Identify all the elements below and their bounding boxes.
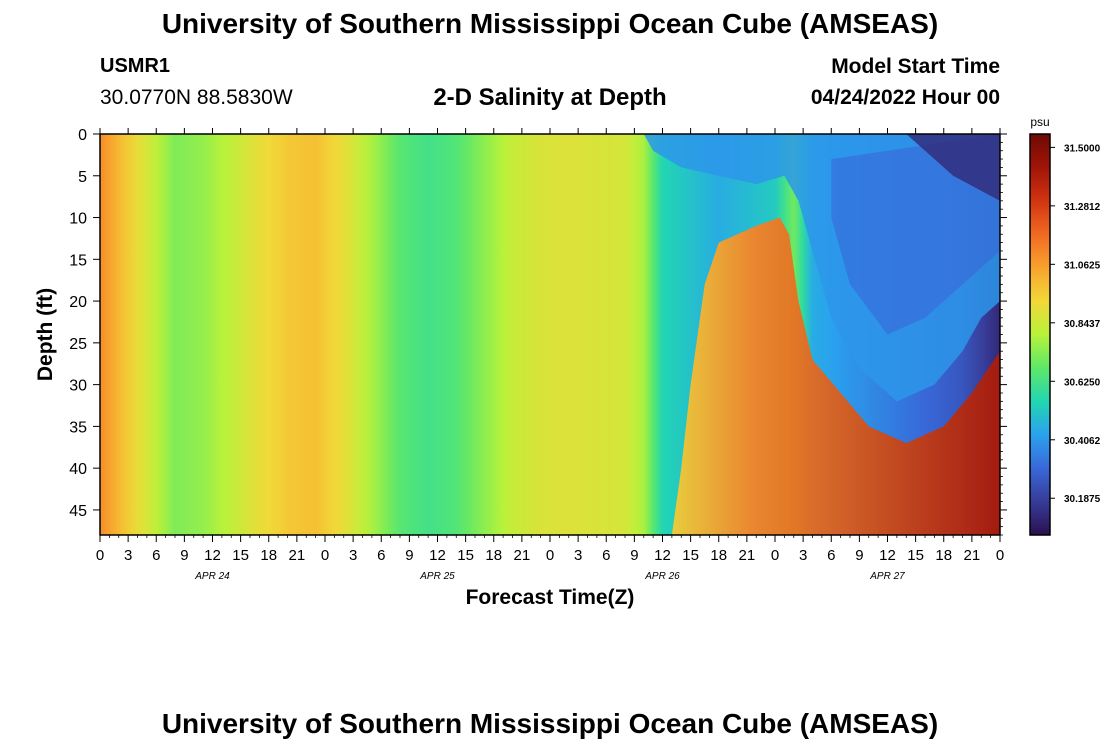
y-tick-label: 15 [69,252,87,269]
y-tick-label: 20 [69,294,87,311]
colorbar-tick-label: 30.1875 [1064,494,1100,505]
day-label: APR 27 [869,571,905,582]
chart-title: University of Southern Mississippi Ocean… [161,8,939,39]
x-tick-label: 6 [152,547,160,564]
colorbar-tick-label: 30.8437 [1064,319,1100,330]
x-tick-label: 0 [96,547,104,564]
colorbar-tick-label: 31.2812 [1064,202,1100,213]
x-tick-label: 21 [964,547,981,564]
x-tick-label: 18 [935,547,952,564]
x-tick-label: 12 [879,547,896,564]
footer-title: University of Southern Mississippi Ocean… [161,708,939,739]
x-tick-label: 12 [204,547,221,564]
y-tick-label: 5 [78,169,87,186]
x-tick-label: 3 [124,547,132,564]
colorbar-tick-label: 31.0625 [1064,260,1100,271]
colorbar-tick-label: 30.6250 [1064,377,1100,388]
x-tick-label: 9 [630,547,638,564]
x-tick-label: 0 [321,547,329,564]
day-label: APR 24 [194,571,230,582]
x-tick-label: 3 [799,547,807,564]
colorbar-unit: psu [1030,115,1049,129]
x-tick-label: 12 [429,547,446,564]
x-tick-label: 12 [654,547,671,564]
x-tick-label: 0 [996,547,1004,564]
x-tick-label: 6 [377,547,385,564]
x-tick-label: 15 [457,547,474,564]
x-tick-label: 9 [855,547,863,564]
low-salinity-core [831,134,1000,335]
salinity-heatmap-chart: 0 3 6 9 12 15 18 21 0 3 6 9 12 15 18 21 0 3 6 9 12 15 18 21 0 3 6 9… [34,115,1100,609]
y-axis-label: Depth (ft) [34,288,57,381]
day-label: APR 26 [644,571,680,582]
axes: 0 3 6 9 12 15 18 21 0 3 6 9 12 15 18 21 0 3 6 9 12 15 18 21 0 3 6 9… [34,127,1007,609]
x-tick-label: 21 [739,547,756,564]
y-tick-label: 45 [69,503,87,520]
x-tick-label: 6 [827,547,835,564]
x-tick-label: 0 [771,547,779,564]
model-start-label: Model Start Time [831,55,1000,78]
y-tick-label: 30 [69,378,87,395]
x-tick-label: 18 [485,547,502,564]
y-tick-label: 35 [69,419,87,436]
station-coordinates: 30.0770N 88.5830W [100,86,293,109]
colorbar-tick-label: 31.5000 [1064,143,1100,154]
x-tick-label: 3 [349,547,357,564]
station-id: USMR1 [100,55,171,77]
x-axis-label: Forecast Time(Z) [466,586,635,609]
x-tick-label: 3 [574,547,582,564]
colorbar-tick-label: 30.4062 [1064,436,1100,447]
x-tick-label: 9 [180,547,188,564]
x-tick-label: 18 [260,547,277,564]
y-tick-label: 0 [78,127,87,144]
model-start-value: 04/24/2022 Hour 00 [810,86,1000,109]
high-salinity-region [671,217,1000,535]
chart-subtitle: 2-D Salinity at Depth [433,84,667,111]
y-tick-label: 40 [69,461,87,478]
x-tick-label: 0 [546,547,554,564]
x-tick-label: 15 [907,547,924,564]
x-tick-label: 15 [682,547,699,564]
x-tick-label: 18 [710,547,727,564]
y-tick-label: 10 [69,211,87,228]
x-tick-label: 9 [405,547,413,564]
freshest-corner [906,134,1000,201]
day-label: APR 25 [419,571,455,582]
colorbar: psu 31.5000 31.2812 31.0625 30.8437 30.6250 30… [1029,115,1100,536]
y-tick-label: 25 [69,336,87,353]
x-tick-label: 6 [602,547,610,564]
x-tick-label: 15 [232,547,249,564]
x-tick-label: 21 [514,547,531,564]
heatmap-plot-area [99,133,1001,536]
colorbar-gradient [1029,133,1051,536]
x-tick-label: 21 [289,547,306,564]
